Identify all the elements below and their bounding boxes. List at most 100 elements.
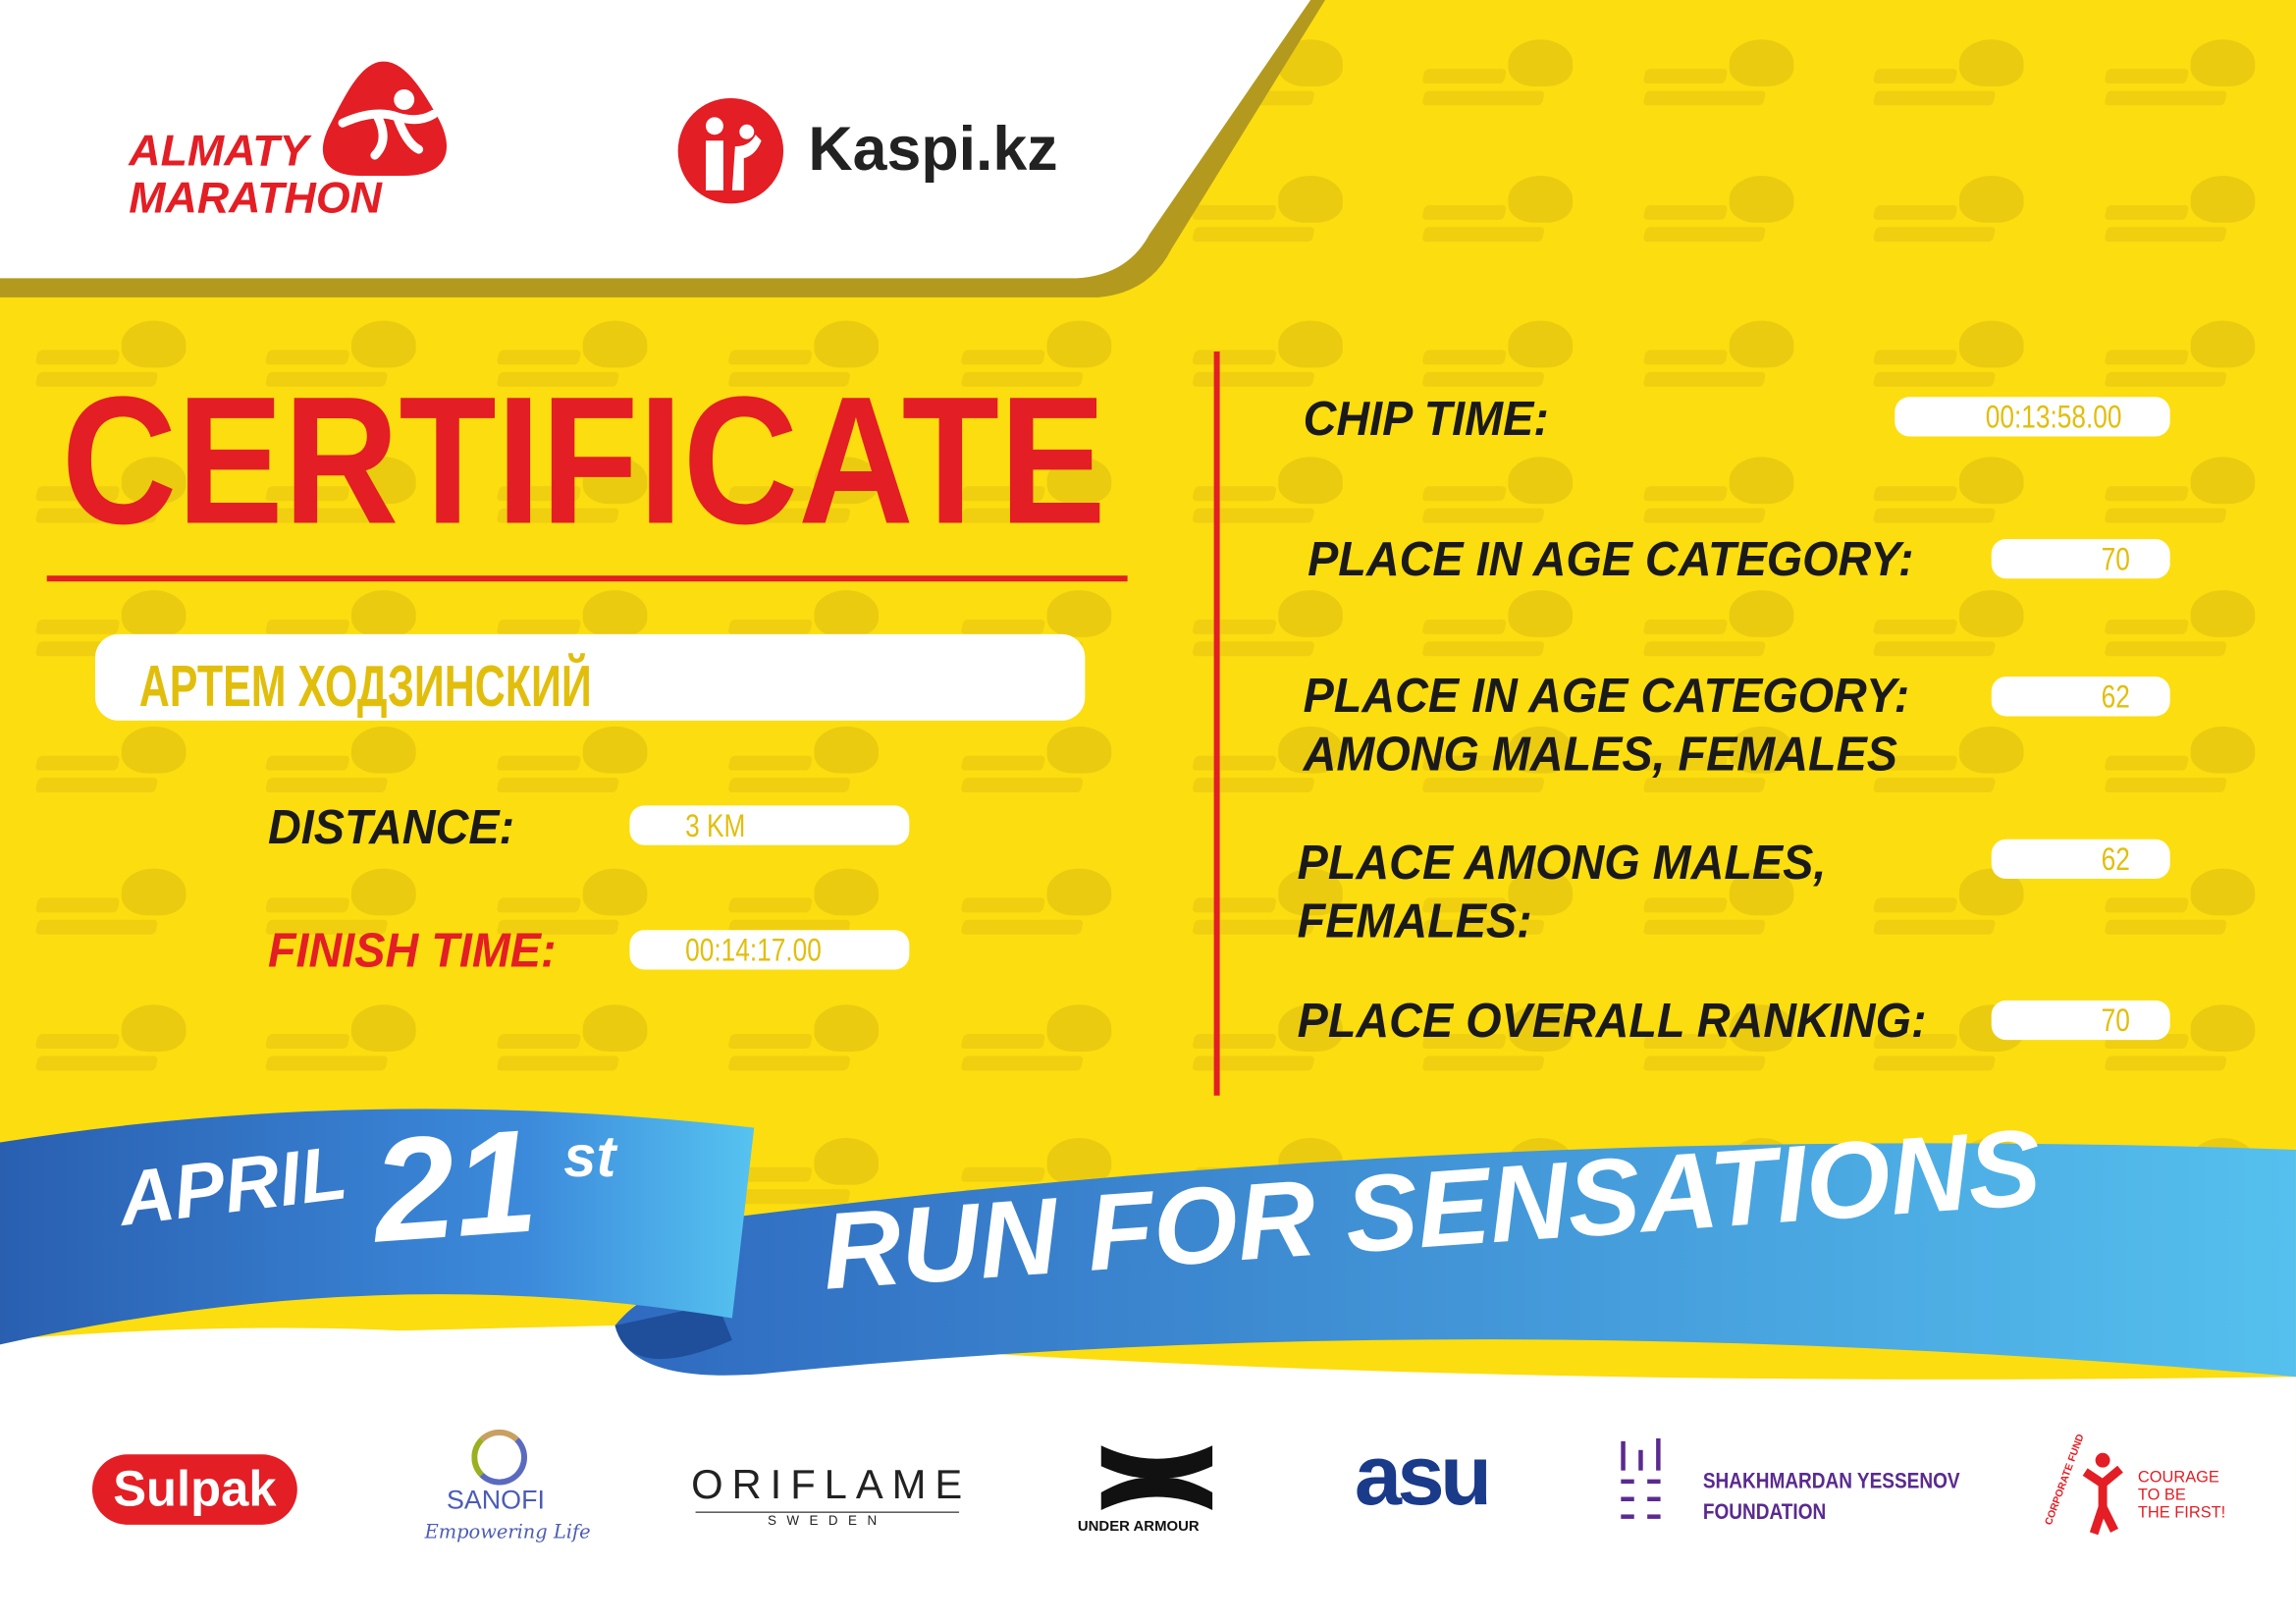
logo-text-line1: ALMATY xyxy=(129,127,309,177)
watermark-runner-icon xyxy=(1729,590,1794,637)
watermark-logo xyxy=(1192,868,1355,953)
watermark-runner-icon xyxy=(1958,457,2024,505)
watermark-bar xyxy=(1192,641,1315,657)
watermark-bar xyxy=(496,1034,582,1050)
watermark-runner-icon xyxy=(814,590,880,637)
watermark-runner-icon xyxy=(1046,726,1112,774)
watermark-bar xyxy=(960,919,1084,935)
watermark-runner-icon xyxy=(1046,868,1112,916)
watermark-bar xyxy=(34,919,159,935)
kaspi-text: Kaspi.kz xyxy=(808,114,1058,184)
watermark-logo xyxy=(2104,320,2267,406)
watermark-logo xyxy=(1192,590,1355,676)
watermark-logo xyxy=(2104,39,2267,125)
watermark-bar xyxy=(1421,641,1545,657)
oriflame-logo: ORIFLAME xyxy=(691,1461,972,1507)
watermark-logo xyxy=(1421,868,1584,953)
watermark-runner-icon xyxy=(1958,176,2024,223)
certificate-title: CERTIFICATE xyxy=(61,359,1106,563)
under-armour-logo: UNDER ARMOUR xyxy=(1077,1518,1200,1536)
watermark-runner-icon xyxy=(2190,590,2256,637)
watermark-runner-icon xyxy=(814,868,880,916)
distance-field: 3 KM xyxy=(629,805,910,845)
watermark-bar xyxy=(2104,755,2190,771)
watermark-runner-icon xyxy=(1508,1004,1574,1053)
watermark-runner-icon xyxy=(121,320,187,368)
watermark-runner-icon xyxy=(351,457,416,505)
watermark-bar xyxy=(2104,1056,2227,1071)
watermark-bar xyxy=(1192,1056,1315,1071)
watermark-logo xyxy=(1192,176,1355,261)
watermark-bar xyxy=(1421,619,1508,634)
watermark-bar xyxy=(960,755,1046,771)
sulpak-logo: Sulpak xyxy=(91,1454,297,1525)
watermark-bar xyxy=(1642,371,1767,387)
watermark-bar xyxy=(1192,350,1277,365)
watermark-runner-icon xyxy=(582,457,648,505)
watermark-bar xyxy=(2104,350,2190,365)
watermark-logo xyxy=(1192,457,1355,542)
watermark-logo xyxy=(1642,176,1805,261)
watermark-runner-icon xyxy=(1729,457,1794,505)
date-suffix: st xyxy=(563,1124,616,1190)
watermark-bar xyxy=(264,1034,350,1050)
courage-fund-icon xyxy=(2082,1452,2123,1536)
watermark-bar xyxy=(264,619,350,634)
watermark-logo xyxy=(1421,590,1584,676)
watermark-runner-icon xyxy=(814,320,880,368)
vertical-divider xyxy=(1213,352,1220,1096)
watermark-runner-icon xyxy=(121,1004,187,1053)
watermark-runner-icon xyxy=(2190,1004,2256,1053)
watermark-logo xyxy=(1642,320,1805,406)
watermark-runner-icon xyxy=(2190,176,2256,223)
watermark-runner-icon xyxy=(2190,39,2256,87)
watermark-runner-icon xyxy=(1046,320,1112,368)
logo-text-line2: MARATHON xyxy=(129,174,382,223)
kaspi-logo: Kaspi.kz xyxy=(676,96,1072,207)
watermark-bar xyxy=(1642,641,1767,657)
watermark-runner-icon xyxy=(1508,457,1574,505)
title-divider xyxy=(46,575,1128,582)
watermark-logo xyxy=(34,1004,197,1090)
watermark-runner-icon xyxy=(1958,726,2024,774)
watermark-runner-icon xyxy=(1508,176,1574,223)
watermark-runner-icon xyxy=(1046,457,1112,505)
watermark-bar xyxy=(1192,897,1277,913)
watermark-bar xyxy=(34,1034,121,1050)
watermark-logo xyxy=(1872,590,2035,676)
watermark-logo xyxy=(264,726,427,812)
watermark-logo xyxy=(496,726,659,812)
watermark-logo xyxy=(1642,39,1805,125)
watermark-logo xyxy=(1872,176,2035,261)
watermark-logo xyxy=(960,868,1123,953)
watermark-runner-icon xyxy=(1508,320,1574,368)
watermark-bar xyxy=(1192,619,1277,634)
watermark-logo xyxy=(727,726,890,812)
kaspi-icon xyxy=(677,97,784,204)
watermark-logo xyxy=(496,1004,659,1090)
watermark-logo xyxy=(2104,176,2267,261)
age-category-gender-field: 62 xyxy=(1991,677,2170,717)
watermark-logo xyxy=(727,1004,890,1090)
watermark-runner-icon xyxy=(1729,176,1794,223)
watermark-runner-icon xyxy=(582,1004,648,1053)
overall-ranking-value: 70 xyxy=(2101,1001,2130,1039)
watermark-runner-icon xyxy=(121,590,187,637)
watermark-logo xyxy=(1192,320,1355,406)
watermark-logo xyxy=(496,320,659,406)
watermark-logo xyxy=(1192,1004,1355,1090)
yessenov-line2: FOUNDATION xyxy=(1702,1499,1827,1525)
watermark-runner-icon xyxy=(1278,176,1343,223)
watermark-logo xyxy=(960,1004,1123,1090)
watermark-runner-icon xyxy=(582,868,648,916)
watermark-runner-icon xyxy=(1046,1138,1112,1185)
watermark-bar xyxy=(2104,641,2227,657)
watermark-bar xyxy=(727,1056,851,1071)
watermark-bar xyxy=(1872,486,1958,502)
watermark-bar xyxy=(2104,778,2227,793)
watermark-logo xyxy=(1421,457,1584,542)
header-panel xyxy=(0,0,1325,298)
watermark-bar xyxy=(1642,619,1729,634)
watermark-bar xyxy=(496,755,582,771)
